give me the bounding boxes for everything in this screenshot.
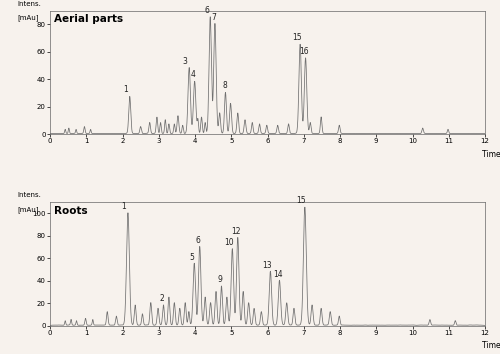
X-axis label: Time [min]: Time [min] <box>482 149 500 158</box>
Text: Intens.: Intens. <box>18 192 41 198</box>
Text: 13: 13 <box>262 261 272 269</box>
Text: 2: 2 <box>160 294 164 303</box>
Text: Intens.: Intens. <box>18 1 41 7</box>
Text: 10: 10 <box>224 238 234 247</box>
Text: 15: 15 <box>296 196 306 205</box>
Text: 12: 12 <box>231 227 240 236</box>
Text: 15: 15 <box>292 33 302 42</box>
Text: 8: 8 <box>222 81 227 90</box>
Text: [mAu]: [mAu] <box>18 206 39 213</box>
Text: 3: 3 <box>183 57 188 65</box>
Text: Roots: Roots <box>54 206 88 216</box>
Text: 14: 14 <box>273 269 282 279</box>
Text: 5: 5 <box>190 253 194 262</box>
Text: 1: 1 <box>123 85 128 95</box>
Text: Aerial parts: Aerial parts <box>54 14 124 24</box>
Text: 9: 9 <box>217 275 222 284</box>
Text: 16: 16 <box>300 47 310 56</box>
Text: 1: 1 <box>121 202 126 211</box>
Text: 6: 6 <box>196 236 200 245</box>
Text: 6: 6 <box>205 6 210 15</box>
X-axis label: Time [min]: Time [min] <box>482 341 500 349</box>
Text: 4: 4 <box>191 70 196 79</box>
Text: [mAu]: [mAu] <box>18 14 39 21</box>
Text: 7: 7 <box>212 13 216 22</box>
